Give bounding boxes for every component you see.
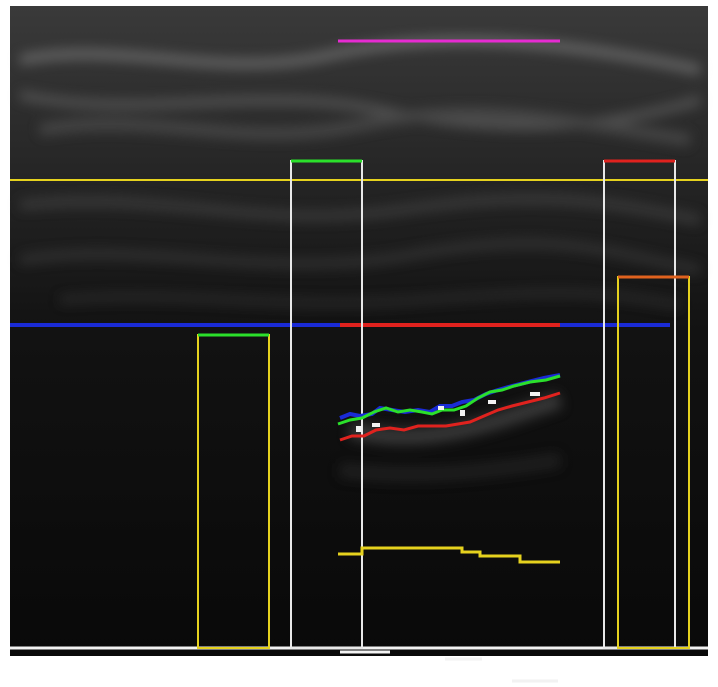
white-markers (356, 392, 540, 432)
scan-background (10, 6, 708, 656)
red-contour (339, 391, 561, 442)
yellow-stepped-line (338, 546, 560, 564)
tissue-texture (19, 35, 702, 482)
